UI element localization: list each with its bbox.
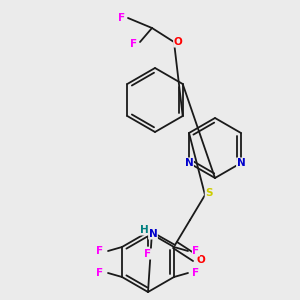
Text: N: N [148, 229, 158, 239]
Text: H: H [140, 225, 148, 235]
Text: F: F [192, 268, 200, 278]
Text: O: O [196, 255, 206, 265]
Text: N: N [237, 158, 245, 168]
Text: F: F [118, 13, 126, 23]
Text: F: F [97, 268, 104, 278]
Text: O: O [174, 37, 182, 47]
Text: F: F [144, 249, 152, 259]
Text: F: F [192, 246, 200, 256]
Text: F: F [130, 39, 138, 49]
Text: S: S [205, 188, 213, 198]
Text: F: F [97, 246, 104, 256]
Text: N: N [184, 158, 194, 168]
